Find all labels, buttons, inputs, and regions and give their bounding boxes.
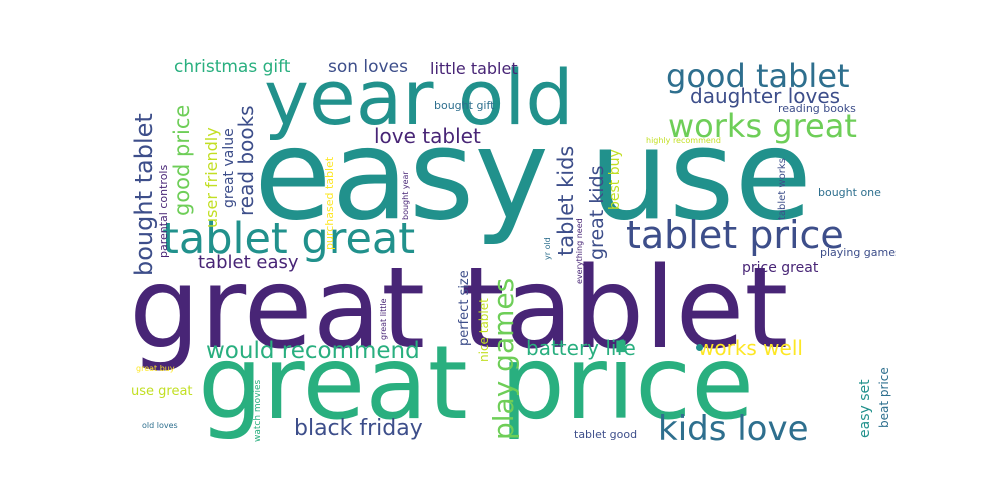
word-tablet-kids: tablet kids: [554, 145, 578, 256]
word-good-tablet: good tablet: [666, 57, 850, 95]
word-old-loves: old loves: [142, 421, 178, 430]
word-purchased-tablet: purchased tablet: [323, 156, 336, 250]
word-bought-gift: bought gift: [434, 99, 495, 112]
word-little-tablet: little tablet: [430, 59, 518, 78]
word-great-kids: great kids: [586, 165, 608, 260]
word-easy-set: easy set: [857, 379, 873, 438]
word-tablet-good: tablet good: [574, 428, 638, 441]
word-great-buy: great buy: [136, 364, 175, 373]
word-highly-recommend: highly recommend: [646, 136, 721, 145]
word-bought-one: bought one: [818, 186, 881, 199]
word-cloud: easy use great tablet great price year o…: [126, 50, 896, 450]
word-love-tablet: love tablet: [374, 124, 481, 148]
word-christmas-gift: christmas gift: [174, 57, 291, 77]
word-black-friday: black friday: [294, 416, 423, 441]
word-nice-tablet: nice tablet: [477, 298, 491, 362]
word-great-price: great price: [198, 324, 754, 443]
separator-dot: [696, 344, 703, 351]
word-reading-books: reading books: [778, 102, 856, 115]
word-works-well: works well: [698, 336, 803, 360]
word-tablet-price: tablet price: [626, 213, 844, 257]
word-beat-price: beat price: [877, 367, 891, 428]
word-read-books: read books: [234, 105, 258, 216]
word-great-little: great little: [379, 298, 388, 340]
word-great-value: great value: [221, 128, 237, 208]
word-bought-year: bought year: [401, 171, 410, 220]
word-bought-tablet: bought tablet: [130, 113, 158, 276]
word-would-recommend: would recommend: [206, 338, 420, 364]
word-daughter-loves: daughter loves: [690, 84, 841, 108]
word-playing-games: playing games: [820, 246, 896, 259]
word-perfect-size: perfect size: [457, 270, 472, 346]
word-user-friendly: user friendly: [202, 127, 221, 228]
word-everything-need: everything need: [575, 218, 584, 284]
word-watch-movies: watch movies: [253, 379, 263, 442]
word-play-games: play games: [487, 277, 520, 440]
word-use-great: use great: [131, 384, 193, 399]
word-works-great: works great: [668, 107, 857, 145]
word-tablet-great: tablet great: [162, 214, 416, 264]
word-yr-old: yr old: [543, 237, 552, 260]
word-parental-controls: parental controls: [157, 164, 170, 258]
word-good-price: good price: [170, 104, 194, 216]
word-price-great: price great: [742, 260, 819, 276]
word-battery-life: battery life: [526, 336, 636, 360]
word-son-loves: son loves: [328, 57, 408, 77]
word-best-buy: best buy: [607, 149, 623, 210]
word-year-old: year old: [264, 53, 574, 142]
word-kids-love: kids love: [658, 409, 809, 449]
word-tablet-works: tablet works: [777, 158, 788, 220]
word-tablet-easy: tablet easy: [198, 252, 299, 273]
word-great-tablet: great tablet: [129, 244, 789, 374]
word-easy-use: easy use: [254, 101, 813, 248]
